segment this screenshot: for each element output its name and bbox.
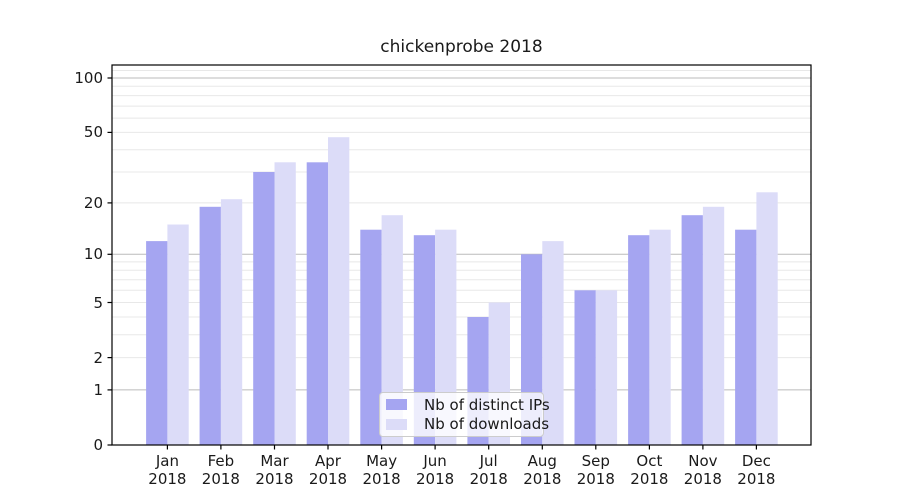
y-tick-label: 10 [83,245,103,264]
x-tick-label: Aug 2018 [523,452,562,488]
y-tick-label: 2 [93,348,103,367]
y-tick-label: 50 [83,123,103,142]
bar-series0-sep [574,290,596,445]
bar-series1-apr [328,137,350,445]
legend-swatch-downloads [386,418,407,430]
bar-series1-jun [435,229,457,445]
bar-series1-dec [756,192,778,445]
y-tick-label: 1 [93,380,103,399]
bar-series1-mar [274,162,296,446]
bar-series0-dec [735,229,757,445]
legend-label: Nb of distinct IPs [424,395,550,414]
y-tick-label: 20 [83,193,103,212]
y-tick-label: 100 [74,69,103,87]
x-tick-label: Dec 2018 [737,452,776,488]
legend: Nb of distinct IPs Nb of downloads [379,392,550,437]
bar-series0-nov [681,215,703,445]
bar-series1-sep [595,290,618,445]
bar-series0-oct [628,235,650,445]
bar-series0-mar [253,172,275,445]
legend-item: Nb of distinct IPs [386,395,550,414]
x-tick-label: Oct 2018 [630,452,669,488]
bar-series0-may [360,229,382,445]
chart-title: chickenprobe 2018 [380,37,543,57]
bar-series0-jan [146,241,168,445]
x-tick-label: Nov 2018 [683,452,722,488]
x-tick-label: Apr 2018 [308,452,348,488]
x-tick-label: Jun 2018 [416,452,455,488]
x-tick-label: Jul 2018 [469,452,508,488]
x-tick-label: May 2018 [362,452,401,488]
x-tick-label: Sep 2018 [576,452,615,488]
bar-series1-jan [167,224,189,445]
bar-series0-apr [306,162,328,446]
plot-border [111,64,812,446]
bar-series1-feb [220,199,243,445]
bar-series1-oct [649,229,671,445]
legend-item: Nb of downloads [386,415,549,434]
x-tick-label: Mar 2018 [255,452,294,488]
bar-series1-aug [542,241,564,445]
bar-series1-nov [702,206,725,445]
y-tick-label: 5 [93,293,103,312]
x-tick-label: Feb 2018 [201,452,240,488]
legend-label: Nb of downloads [424,415,550,434]
y-tick-label: 0 [93,436,103,454]
bar-series0-feb [199,206,221,445]
x-tick-label: Jan 2018 [148,452,187,488]
legend-swatch-distinct-ips [386,399,407,411]
bar-series1-may [381,215,403,445]
